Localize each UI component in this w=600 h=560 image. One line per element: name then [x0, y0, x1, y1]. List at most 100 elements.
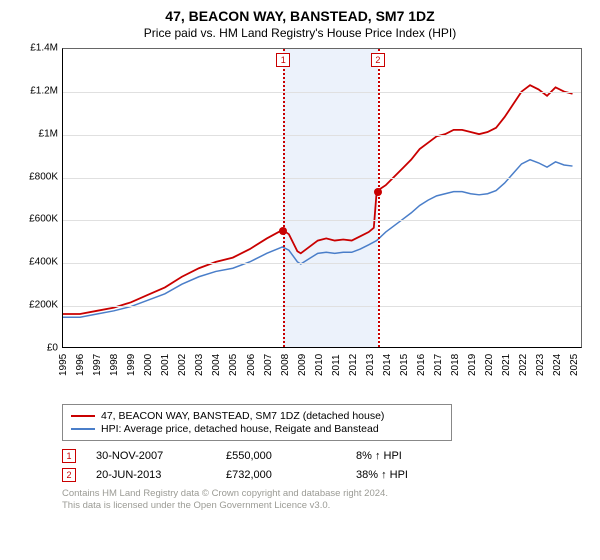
sale-price: £550,000 — [226, 450, 336, 462]
chart-area: £0£200K£400K£600K£800K£1M£1.2M£1.4M 12 1… — [18, 48, 582, 398]
footer-line-1: Contains HM Land Registry data © Crown c… — [62, 488, 582, 500]
legend-swatch — [71, 415, 95, 417]
footer-line-2: This data is licensed under the Open Gov… — [62, 500, 582, 512]
gridline-h — [63, 263, 581, 264]
x-tick-label: 2012 — [348, 354, 359, 376]
x-tick-label: 2019 — [467, 354, 478, 376]
x-tick-label: 2024 — [552, 354, 563, 376]
x-tick — [165, 347, 166, 348]
sale-date: 30-NOV-2007 — [96, 450, 206, 462]
gridline-h — [63, 306, 581, 307]
x-tick — [199, 347, 200, 348]
x-tick-label: 2005 — [228, 354, 239, 376]
x-tick-label: 2016 — [416, 354, 427, 376]
x-tick — [489, 347, 490, 348]
x-tick — [216, 347, 217, 348]
sale-row: 220-JUN-2013£732,00038% ↑ HPI — [62, 468, 582, 482]
sales-table: 1 30-NOV-2007 £550,000 8% ↑ HPI 2 20-JUN-2013… — [62, 449, 582, 482]
legend-swatch — [71, 428, 95, 430]
x-tick — [233, 347, 234, 348]
x-tick-label: 2023 — [535, 354, 546, 376]
x-tick — [131, 347, 132, 348]
x-tick-label: 2003 — [194, 354, 205, 376]
sale-marker-2: 2 — [371, 53, 385, 67]
x-tick — [455, 347, 456, 348]
x-tick-label: 2010 — [314, 354, 325, 376]
y-tick — [62, 49, 63, 50]
x-axis-labels: 1995199619971998199920002001200220032004… — [62, 350, 582, 398]
x-tick-label: 2002 — [177, 354, 188, 376]
x-tick-label: 2021 — [501, 354, 512, 376]
footer-attribution: Contains HM Land Registry data © Crown c… — [62, 488, 582, 513]
x-tick-label: 2025 — [569, 354, 580, 376]
legend: 47, BEACON WAY, BANSTEAD, SM7 1DZ (detac… — [62, 404, 452, 441]
x-tick — [404, 347, 405, 348]
x-tick-label: 2004 — [211, 354, 222, 376]
x-tick — [268, 347, 269, 348]
chart-container: 47, BEACON WAY, BANSTEAD, SM7 1DZ Price … — [0, 0, 600, 519]
y-axis-labels: £0£200K£400K£600K£800K£1M£1.2M£1.4M — [18, 48, 62, 348]
y-tick — [62, 135, 63, 136]
y-tick — [62, 92, 63, 93]
x-tick — [336, 347, 337, 348]
y-tick-label: £600K — [29, 214, 58, 225]
x-tick — [523, 347, 524, 348]
sale-row-marker: 1 — [62, 449, 76, 463]
legend-label: HPI: Average price, detached house, Reig… — [101, 423, 379, 435]
y-tick-label: £0 — [47, 343, 58, 354]
x-tick — [370, 347, 371, 348]
x-tick-label: 1996 — [75, 354, 86, 376]
plot-area: 12 — [62, 48, 582, 348]
x-tick-label: 2018 — [450, 354, 461, 376]
y-tick-label: £800K — [29, 171, 58, 182]
sale-date: 20-JUN-2013 — [96, 469, 206, 481]
x-tick-label: 2000 — [143, 354, 154, 376]
x-tick-label: 1995 — [58, 354, 69, 376]
y-tick — [62, 263, 63, 264]
x-tick-label: 2011 — [331, 354, 342, 376]
y-tick — [62, 220, 63, 221]
sale-diff: 8% ↑ HPI — [356, 450, 466, 462]
x-tick — [472, 347, 473, 348]
y-tick-label: £1.2M — [30, 85, 58, 96]
legend-label: 47, BEACON WAY, BANSTEAD, SM7 1DZ (detac… — [101, 410, 384, 422]
x-tick-label: 2007 — [263, 354, 274, 376]
sale-price: £732,000 — [226, 469, 336, 481]
y-tick-label: £400K — [29, 257, 58, 268]
x-tick — [506, 347, 507, 348]
x-tick — [387, 347, 388, 348]
y-tick-label: £1M — [39, 128, 58, 139]
x-tick-label: 1997 — [92, 354, 103, 376]
gridline-h — [63, 92, 581, 93]
x-tick-label: 2008 — [280, 354, 291, 376]
x-tick-label: 1999 — [126, 354, 137, 376]
sale-row: 1 30-NOV-2007 £550,000 8% ↑ HPI — [62, 449, 582, 463]
x-tick — [285, 347, 286, 348]
y-tick-label: £200K — [29, 300, 58, 311]
x-tick — [540, 347, 541, 348]
x-tick-label: 2014 — [382, 354, 393, 376]
x-tick — [182, 347, 183, 348]
page-subtitle: Price paid vs. HM Land Registry's House … — [18, 26, 582, 40]
sale-row-marker: 2 — [62, 468, 76, 482]
sale-dot — [374, 188, 382, 196]
y-tick-label: £1.4M — [30, 43, 58, 54]
x-tick — [353, 347, 354, 348]
x-tick — [97, 347, 98, 348]
series-property — [63, 85, 573, 314]
line-svg — [63, 49, 581, 347]
x-tick — [319, 347, 320, 348]
x-tick — [574, 347, 575, 348]
series-hpi — [63, 160, 573, 318]
x-tick-label: 2009 — [297, 354, 308, 376]
x-tick — [114, 347, 115, 348]
sale-dot — [279, 227, 287, 235]
x-tick — [438, 347, 439, 348]
sale-date-line — [283, 49, 285, 347]
x-tick-label: 2017 — [433, 354, 444, 376]
sale-marker-1: 1 — [276, 53, 290, 67]
legend-item: HPI: Average price, detached house, Reig… — [71, 423, 443, 435]
x-tick-label: 2006 — [246, 354, 257, 376]
gridline-h — [63, 135, 581, 136]
page-title: 47, BEACON WAY, BANSTEAD, SM7 1DZ — [18, 8, 582, 24]
